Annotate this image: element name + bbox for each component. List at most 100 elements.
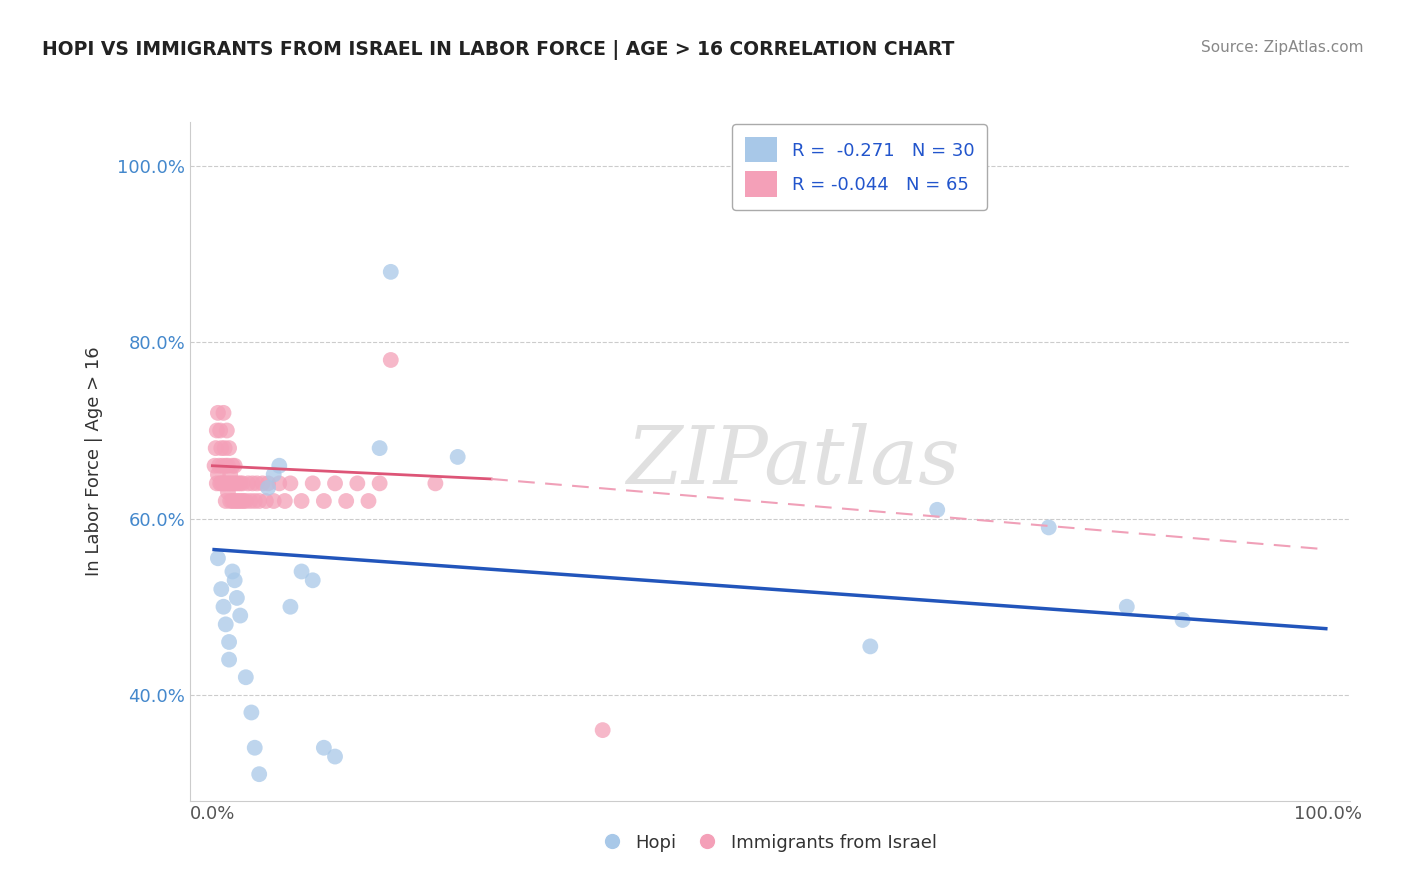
Point <box>217 485 239 500</box>
Point <box>211 458 233 473</box>
Point <box>243 740 266 755</box>
Point <box>224 574 246 588</box>
Point <box>205 424 228 438</box>
Point <box>380 265 402 279</box>
Point <box>208 458 231 473</box>
Point <box>229 608 252 623</box>
Point <box>221 494 243 508</box>
Point <box>263 467 285 482</box>
Point <box>242 476 264 491</box>
Point <box>209 476 232 491</box>
Text: Source: ZipAtlas.com: Source: ZipAtlas.com <box>1201 40 1364 55</box>
Point <box>425 476 447 491</box>
Point <box>247 494 270 508</box>
Point <box>257 481 280 495</box>
Point <box>225 591 247 605</box>
Point <box>269 458 291 473</box>
Point <box>218 635 240 649</box>
Point <box>257 476 280 491</box>
Point <box>224 494 246 508</box>
Point <box>280 476 302 491</box>
Point <box>221 476 243 491</box>
Point <box>243 494 266 508</box>
Point <box>368 441 391 455</box>
Point <box>335 494 357 508</box>
Point <box>252 476 274 491</box>
Point <box>236 476 259 491</box>
Text: HOPI VS IMMIGRANTS FROM ISRAEL IN LABOR FORCE | AGE > 16 CORRELATION CHART: HOPI VS IMMIGRANTS FROM ISRAEL IN LABOR … <box>42 40 955 60</box>
Point <box>1115 599 1137 614</box>
Point <box>263 494 285 508</box>
Point <box>228 494 250 508</box>
Point <box>212 599 235 614</box>
Point <box>247 767 270 781</box>
Point <box>231 476 253 491</box>
Point <box>224 458 246 473</box>
Point <box>225 476 247 491</box>
Point <box>368 476 391 491</box>
Point <box>274 494 297 508</box>
Point <box>323 749 346 764</box>
Point <box>323 476 346 491</box>
Point <box>301 574 323 588</box>
Point <box>301 476 323 491</box>
Point <box>207 406 229 420</box>
Point <box>1038 520 1060 534</box>
Point <box>207 467 229 482</box>
Point <box>222 476 245 491</box>
Point <box>859 640 882 654</box>
Point <box>231 494 253 508</box>
Point <box>229 476 252 491</box>
Point <box>232 494 254 508</box>
Point <box>204 458 226 473</box>
Point <box>221 458 243 473</box>
Text: ZIPatlas: ZIPatlas <box>627 423 960 500</box>
Point <box>218 652 240 666</box>
Point <box>221 565 243 579</box>
Point <box>212 406 235 420</box>
Point <box>219 494 242 508</box>
Point <box>209 582 232 596</box>
Point <box>215 617 238 632</box>
Point <box>592 723 614 738</box>
Point <box>209 424 232 438</box>
Point <box>312 740 335 755</box>
Point <box>280 599 302 614</box>
Point <box>290 565 312 579</box>
Point <box>239 494 262 508</box>
Point <box>346 476 368 491</box>
Point <box>214 441 236 455</box>
Point <box>207 551 229 566</box>
Point <box>357 494 380 508</box>
Legend: Hopi, Immigrants from Israel: Hopi, Immigrants from Israel <box>596 827 943 860</box>
Point <box>218 441 240 455</box>
Point <box>225 494 247 508</box>
Point <box>219 467 242 482</box>
Point <box>254 494 277 508</box>
Point <box>380 353 402 368</box>
Point <box>269 476 291 491</box>
Point <box>235 670 257 684</box>
Point <box>1171 613 1194 627</box>
Point <box>312 494 335 508</box>
Point <box>927 503 949 517</box>
Point <box>215 458 238 473</box>
Point <box>290 494 312 508</box>
Point <box>240 706 263 720</box>
Point <box>235 494 257 508</box>
Point <box>209 476 232 491</box>
Y-axis label: In Labor Force | Age > 16: In Labor Force | Age > 16 <box>86 346 103 576</box>
Point <box>246 476 269 491</box>
Point <box>215 494 238 508</box>
Point <box>447 450 470 464</box>
Point <box>215 476 238 491</box>
Point <box>217 458 239 473</box>
Point <box>205 476 228 491</box>
Point <box>209 441 232 455</box>
Point <box>212 476 235 491</box>
Point <box>204 441 226 455</box>
Point <box>218 476 240 491</box>
Point <box>214 476 236 491</box>
Point <box>226 476 249 491</box>
Point <box>215 424 238 438</box>
